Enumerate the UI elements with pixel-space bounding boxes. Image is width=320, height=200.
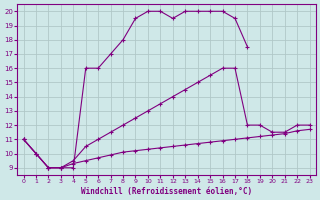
X-axis label: Windchill (Refroidissement éolien,°C): Windchill (Refroidissement éolien,°C) [81,187,252,196]
